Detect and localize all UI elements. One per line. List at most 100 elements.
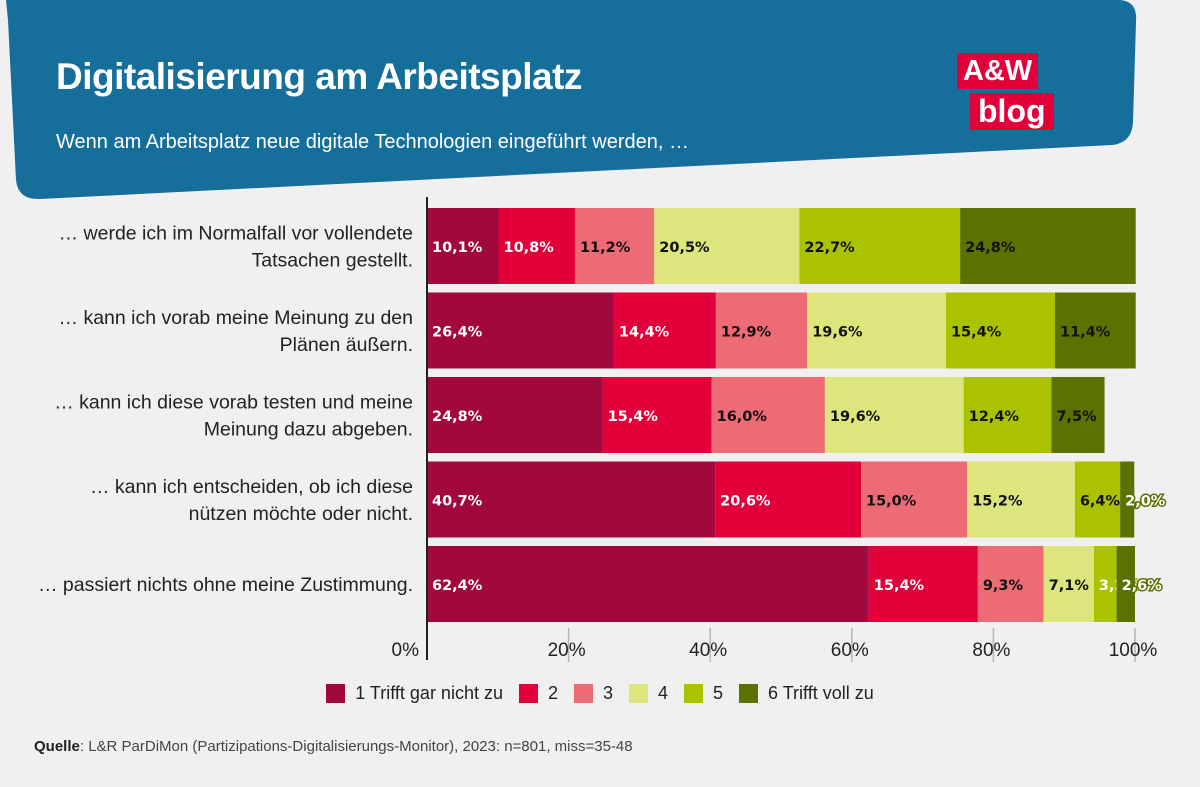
bar-value-label: 9,3% [983,578,1024,594]
bar-segment [715,292,808,369]
x-tick-label: 20% [548,640,586,661]
bar-segment [574,208,655,284]
bar-segment [1074,461,1121,538]
bar-value-label: 7,1% [1049,578,1090,594]
bar-value-label: 12,9% [721,325,772,341]
bar-value-label: 10,8% [504,240,555,256]
category-label: Tatsachen gestellt. [251,250,413,272]
bar-value-label: 20,6% [720,494,771,510]
bar-value-label: 6,4% [1080,494,1121,510]
bar-value-label: 62,4% [432,578,483,594]
bar-segment [963,377,1052,453]
bar-segment [977,546,1044,622]
bar-value-label: 26,4% [432,325,483,341]
legend-item: 5 [684,683,723,704]
legend-swatch [684,684,704,703]
logo-line-1: A&W [957,53,1039,89]
bar-value-label: 2,0% [1125,494,1166,510]
legend-item: 6 Trifft voll zu [739,683,874,704]
bar-segment [960,208,1136,284]
bar-segment [1116,546,1135,622]
bar-segment [602,377,712,453]
category-label: nützen möchte oder nicht. [189,503,413,525]
bar-value-label: 2,6% [1122,578,1163,594]
legend-swatch [629,684,649,703]
legend-swatch [574,684,593,703]
category-label: Plänen äußern. [280,334,413,356]
bar-segment [427,546,869,622]
bar-segment [824,377,964,453]
category-label: … passiert nichts ohne meine Zustimmung. [38,574,413,596]
legend-label: 1 Trifft gar nicht zu [355,683,503,703]
bar-segment [711,377,825,453]
bar-value-label: 40,7% [432,494,483,510]
bar-value-label: 16,0% [717,409,768,425]
bar-segment [1120,461,1135,538]
bar-value-label: 12,4% [969,409,1020,425]
legend-label: 3 [603,683,614,703]
legend-label: 5 [713,683,724,703]
header-banner-shape [6,0,1137,200]
logo-line-2: blog [970,93,1054,130]
bar-value-label: 24,8% [965,240,1016,256]
legend-label: 2 [547,683,558,703]
bar-value-label: 24,8% [432,409,483,425]
bar-segment [1054,292,1136,369]
bar-value-label: 15,4% [608,409,659,425]
bar-value-label: 15,4% [951,325,1002,341]
bar-value-label: 22,7% [804,240,855,256]
bar-segment [715,461,862,538]
x-tick-label: 100% [1109,640,1158,661]
bar-segment [1043,546,1094,622]
source-note: Quelle: L&R ParDiMon (Partizipations-Dig… [34,738,633,755]
legend-label: 6 Trifft voll zu [768,683,874,703]
bar-value-label: 20,5% [659,240,710,256]
bar-segment [427,461,716,538]
bar-segment [654,208,800,284]
source-text: : L&R ParDiMon (Partizipations-Digitalis… [79,738,633,755]
bar-segment [427,208,499,284]
legend-item: 2 [518,683,558,704]
chart-legend: 1 Trifft gar nicht zu 2 3 4 5 6 Trifft voll z… [0,683,1200,708]
category-label: … kann ich entscheiden, ob ich diese [90,476,413,498]
legend-item: 1 Trifft gar nicht zu [326,683,503,704]
legend-swatch [739,684,759,703]
source-label: Quelle [34,738,80,755]
legend-label: 4 [658,683,669,703]
bar-value-label: 10,1% [432,240,483,256]
bar-segment [1093,546,1117,622]
category-label: … werde ich im Normalfall vor vollendete [59,223,413,245]
bar-segment [427,292,614,369]
bar-segment [945,292,1055,369]
bar-value-label: 7,5% [1056,409,1097,425]
bar-segment [613,292,716,369]
stacked-bar-chart: 0% 20% 40% 60% 80% 100% 10,1% 10,8% 11,2% 20,5% 22… [38,197,1167,662]
x-tick-label: 80% [972,640,1010,661]
legend-swatch [326,684,346,703]
bar-segment [861,461,968,538]
x-tick-label: 60% [831,640,869,661]
bar-value-label: 14,4% [619,325,670,341]
category-label: … kann ich vorab meine Meinung zu den [59,307,413,329]
bar-segment [1051,377,1105,453]
header-banner [6,0,1137,200]
bar-value-label: 19,6% [830,409,881,425]
bar-segment [807,292,946,369]
bar-value-label: 15,4% [874,578,925,594]
bar-segment [868,546,978,622]
bar-value-label: 11,2% [580,240,631,256]
category-label: … kann ich diese vorab testen und meine [54,392,413,414]
legend-item: 3 [574,683,613,704]
category-label: Meinung dazu abgeben. [204,419,413,441]
page-title: Digitalisierung am Arbeitsplatz [56,56,582,97]
bar-segment [967,461,1075,538]
bar-segment [427,377,603,453]
bar-value-label: 11,4% [1060,325,1111,341]
page-subtitle: Wenn am Arbeitsplatz neue digitale Techn… [56,131,689,153]
legend-item: 4 [629,683,668,704]
bar-value-label: 15,2% [972,494,1023,510]
x-tick-label: 0% [392,640,420,661]
legend-swatch [518,684,538,703]
bar-value-label: 15,0% [866,494,917,510]
bar-segment [498,208,575,284]
